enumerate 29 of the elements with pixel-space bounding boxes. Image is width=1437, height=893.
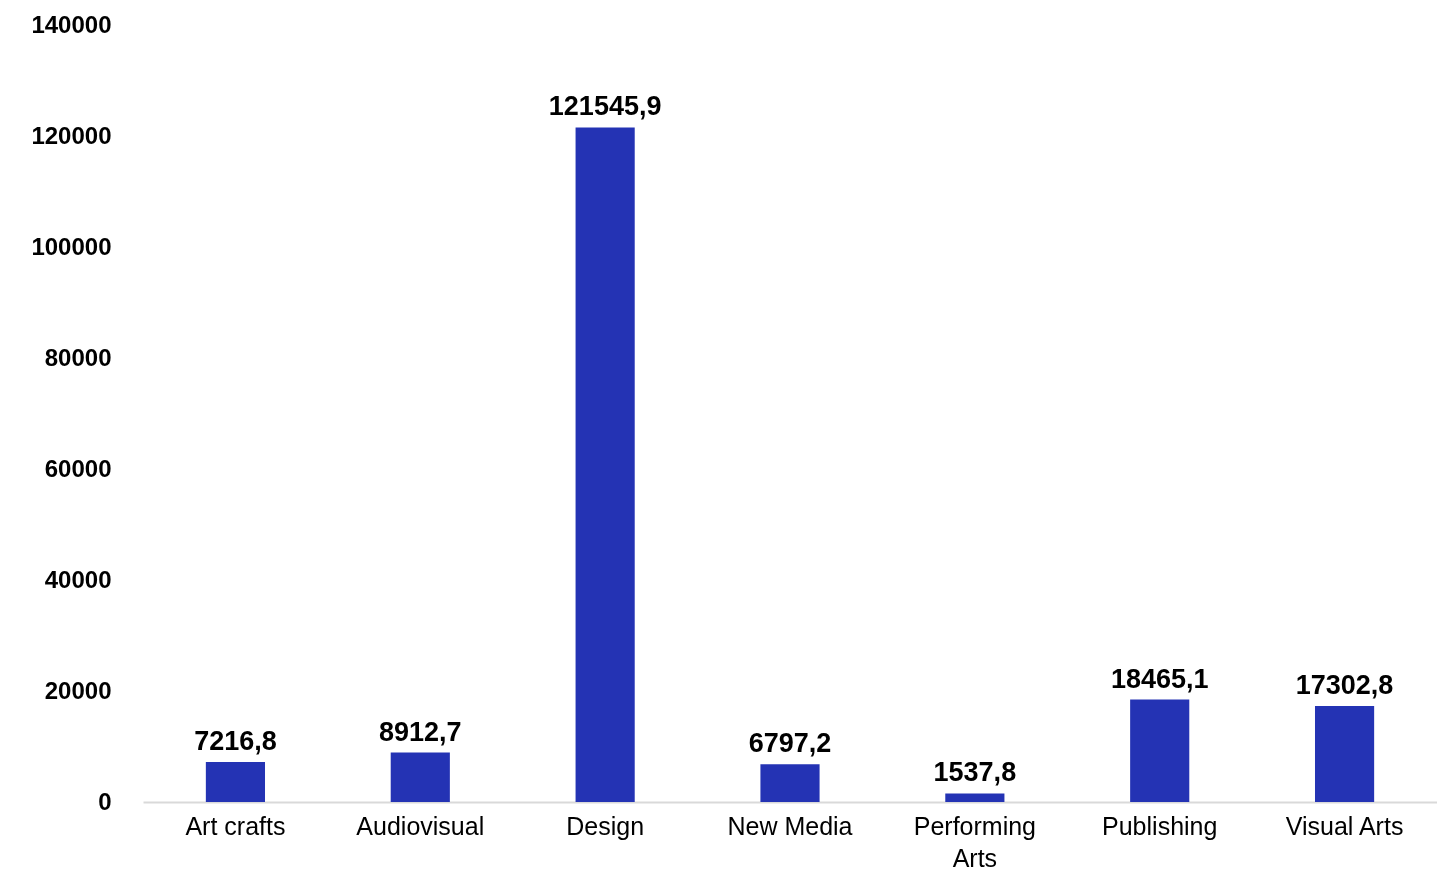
y-tick-label: 140000 (31, 10, 112, 38)
y-tick-label: 80000 (44, 343, 112, 371)
bar (945, 793, 1005, 802)
data-label: 17302,8 (1295, 669, 1394, 700)
x-tick-label: Audiovisual (356, 811, 485, 840)
x-tick-label: Design (566, 811, 645, 840)
data-label: 121545,9 (548, 91, 662, 122)
bar (390, 752, 450, 802)
y-tick-label: 60000 (44, 454, 112, 482)
y-tick-label: 100000 (31, 232, 112, 260)
bar (575, 127, 635, 802)
data-label: 18465,1 (1110, 663, 1209, 694)
x-tick-label: Publishing (1102, 811, 1218, 840)
data-label: 8912,7 (378, 716, 462, 747)
y-tick-label: 120000 (31, 121, 112, 149)
x-tick-label: Art crafts (185, 811, 286, 840)
y-tick-label: 0 (98, 787, 112, 815)
y-tick-label: 40000 (44, 565, 112, 593)
y-tick-label: 20000 (44, 676, 112, 704)
data-label: 1537,8 (933, 757, 1017, 788)
x-tick-label: Performing Arts (913, 811, 1036, 872)
bar (760, 764, 820, 802)
data-label: 6797,2 (748, 728, 832, 759)
bar (1130, 699, 1190, 802)
data-label: 7216,8 (194, 725, 277, 756)
bar (205, 761, 266, 802)
bar (1314, 705, 1375, 802)
x-tick-label: New Media (727, 811, 853, 840)
x-tick-label: Visual Arts (1285, 811, 1404, 840)
